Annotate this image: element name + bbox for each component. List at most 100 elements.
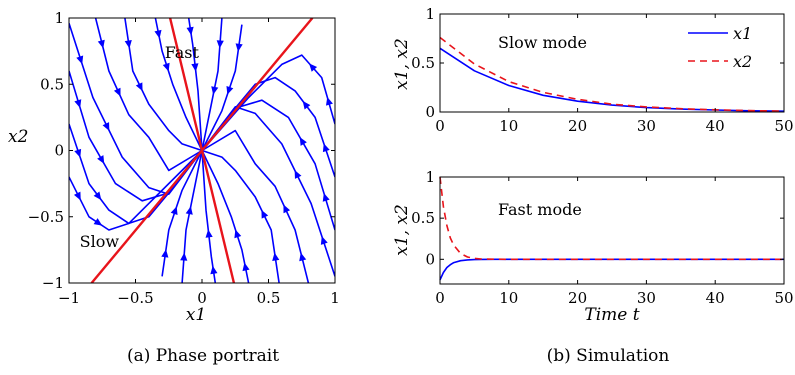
slow-mode-xtick-label-1: 10 [499,117,518,135]
fast-mode-ytick-label-1: 0.5 [411,209,435,227]
trajectory-10-arrow-1 [294,170,302,179]
phase-portrait-ticks: −1 −0.5 0 0.5 1 −1 −0.5 0 0.5 1 [28,9,340,307]
slow-mode-ytick-label-1: 0.5 [411,54,435,72]
trajectory-3 [154,18,203,151]
trajectory-14-arrow-1 [205,229,213,238]
caption-a: (a) Phase portrait [127,346,279,366]
trajectory-2-arrow-1 [135,82,143,92]
fast-mode-series-x1 [439,258,784,281]
trajectory-5-arrow-1 [211,86,219,95]
trajectory-2-arrow-0 [124,40,132,49]
trajectory-6-arrow-1 [226,85,234,95]
trajectory-3-arrow-0 [154,29,162,39]
trajectory-8-arrow-0 [74,148,82,158]
phase-xlabel: x1 [186,305,206,325]
phase-ytick-label-4: 1 [54,9,64,27]
slow-mode-xtick-label-4: 40 [706,117,725,135]
fast-mode-frame [439,176,785,285]
trajectory-16-arrow-1 [170,206,178,216]
fast-mode-ylabel: x1, x2 [392,204,412,256]
eigen-line-slow [90,18,314,283]
trajectory-0-arrow-1 [102,122,110,131]
phase-portrait-panel: −1 −0.5 0 0.5 1 −1 −0.5 0 0.5 1 Fast Slow x1 x2 (… [8,9,340,366]
phase-xtick-label-3: 0.5 [257,289,281,307]
trajectory-15-arrow-0 [180,252,188,261]
fast-mode-ytick-label-0: 0 [425,250,435,268]
trajectory-18-arrow-1 [302,100,311,110]
slow-mode-plot-area [439,36,785,112]
phase-curves [69,18,335,283]
trajectory-0-arrow-0 [76,55,84,65]
phase-ytick-label-0: −1 [42,274,64,292]
trajectory-9-arrow-1 [93,218,103,226]
fast-mode-xtick-label-1: 10 [499,289,518,307]
trajectory-19-arrow-0 [325,96,333,106]
annotation-slow-mode: Slow mode [498,33,587,52]
trajectory-1 [94,18,203,172]
phase-xtick-label-0: −1 [58,289,80,307]
slow-mode-series-x2 [439,36,785,112]
trajectory-8-arrow-1 [93,191,102,201]
caption-b: (b) Simulation [547,346,670,366]
slow-mode-xtick-label-3: 30 [637,117,656,135]
trajectory-19 [201,54,335,152]
trajectory-1-arrow-0 [97,39,105,49]
phase-ylabel: x2 [8,127,28,147]
trajectory-9-arrow-0 [73,191,81,201]
annotation-fast-mode: Fast mode [498,200,582,219]
legend-label-x1: x1 [733,24,752,43]
trajectory-13 [201,150,250,283]
fast-mode-xlabel: Time t [584,305,639,325]
trajectory-12 [201,149,280,283]
slow-mode-ylabel: x1, x2 [392,38,412,90]
trajectory-11-arrow-1 [283,204,291,214]
phase-portrait-plot-area [69,18,335,283]
fast-mode-xtick-label-5: 50 [774,289,793,307]
trajectory-14-arrow-0 [210,265,218,275]
fast-mode-xtick-label-3: 30 [637,289,656,307]
trajectory-7-arrow-1 [97,155,105,164]
trajectory-2 [124,18,203,152]
slow-mode-ticks: 0 10 20 30 40 50 0 0.5 1 [411,5,793,135]
phase-ytick-label-1: −0.5 [28,208,64,226]
trajectory-13-arrow-0 [242,262,250,272]
phase-ytick-label-2: 0 [54,142,64,160]
trajectory-18-arrow-0 [322,143,330,153]
trajectory-17-arrow-1 [299,137,307,146]
trajectory-13-arrow-1 [234,229,242,239]
fast-mode-xtick-label-0: 0 [435,289,445,307]
trajectory-17-arrow-0 [322,193,330,202]
trajectory-7-arrow-0 [74,99,82,108]
slow-mode-ytick-label-2: 1 [425,5,435,23]
trajectory-12-arrow-0 [272,252,280,261]
slow-mode-panel: 0 10 20 30 40 50 0 0.5 1 Slow mode x1 x2 x1, x2 [392,5,794,135]
slow-mode-xtick-label-0: 0 [435,117,445,135]
trajectory-11 [201,129,310,283]
fast-mode-panel: 0 10 20 30 40 50 0 0.5 1 Fast mode x1, x2 Time t… [392,168,794,366]
phase-xlabel-main: x1 [186,305,206,325]
phase-xtick-label-1: −0.5 [117,289,153,307]
fast-mode-ticks: 0 10 20 30 40 50 0 0.5 1 [411,168,793,307]
trajectory-14 [201,150,217,283]
phase-ytick-label-3: 0.5 [40,75,64,93]
legend: x1 x2 [688,24,752,71]
trajectory-16-arrow-0 [161,249,169,258]
annotation-slow: Slow [80,232,120,251]
trajectory-11-arrow-0 [299,252,307,262]
annotation-fast: Fast [165,43,200,62]
trajectory-1-arrow-1 [113,87,121,97]
fast-mode-xtick-label-4: 40 [706,289,725,307]
fast-mode-ytick-label-2: 1 [425,168,435,186]
slow-mode-ytick-label-0: 0 [425,103,435,121]
phase-xtick-label-4: 1 [330,289,340,307]
fast-mode-series-x2 [439,176,784,261]
legend-label-x2: x2 [733,52,752,71]
slow-mode-xtick-label-2: 20 [568,117,587,135]
trajectory-4-arrow-0 [186,26,194,36]
trajectory-15-arrow-1 [185,206,193,215]
fast-mode-xtick-label-2: 20 [568,289,587,307]
trajectory-10-arrow-0 [320,236,328,245]
phase-xtick-label-2: 0 [197,289,207,307]
trajectory-18 [201,76,335,178]
